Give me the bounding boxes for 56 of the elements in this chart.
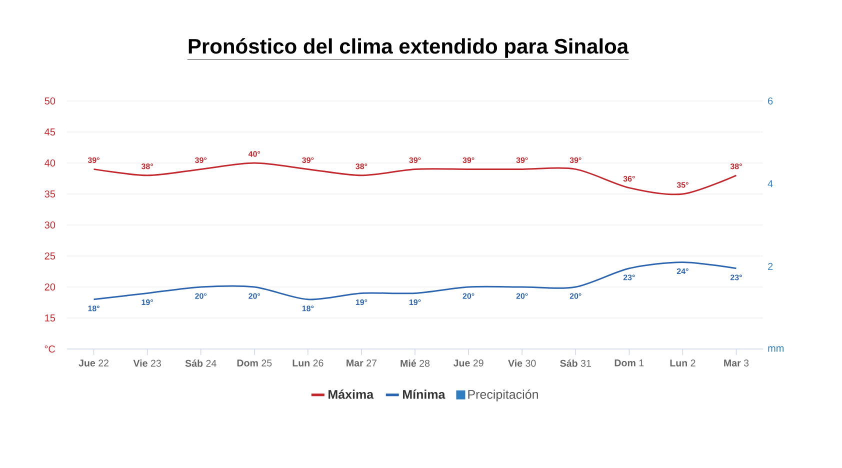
data-label: 38° [356,164,368,170]
x-tick-label: Mar 27 [346,360,376,366]
x-tick-label: Vie 30 [508,360,536,367]
x-tick-label: Vie 23 [133,360,161,367]
x-tick-label: Dom 25 [237,360,272,366]
x-tick-label: Jue 29 [453,360,484,366]
data-label: 39° [302,157,314,163]
y2-tick-label: 6 [768,97,773,105]
y-tick-label: 15 [45,314,56,322]
y-tick-label: 35 [44,190,56,198]
legend-label: Precipitación [468,390,538,402]
data-label: 39° [88,157,100,163]
y2-tick-label: 2 [768,262,773,270]
x-tick-label: Dom 1 [614,360,644,366]
x-tick-label: Mar 3 [724,360,749,366]
data-label: 18° [302,306,314,312]
y-tick-label: 50 [44,97,56,105]
x-tick-label: Sáb 24 [185,360,216,367]
data-label: 20° [195,293,207,299]
data-label: 20° [248,293,260,299]
data-label: 20° [570,293,582,299]
data-label: 39° [409,157,421,163]
data-label: 39° [462,157,474,163]
y2-tick-label: 4 [768,180,773,188]
data-label: 20° [462,293,474,299]
y-tick-label: 20 [44,283,56,291]
data-label: 23° [730,274,742,280]
legend-label: Máxima [328,390,374,399]
legend-label: Mínima [402,390,446,399]
x-tick-label: Sáb 31 [560,360,591,367]
data-label: 35° [676,182,688,188]
data-label: 39° [194,157,207,163]
data-label: 39° [570,157,582,163]
chart-title: Pronóstico del clima extendido para Sinaloa [188,38,629,58]
data-label: 40° [248,151,260,157]
data-label: 38° [141,164,154,170]
y-tick-label: 30 [44,221,56,229]
data-label: 19° [142,299,154,306]
x-tick-label: Lun 2 [670,360,696,366]
data-label: 38° [730,164,742,170]
data-label: 18° [88,306,100,312]
x-tick-label: Mié 28 [400,360,430,367]
x-tick-label: Lun 26 [292,360,324,366]
y2-tick-label: mm [768,346,784,352]
data-label: 36° [623,176,635,182]
x-tick-label: Jue 22 [78,360,109,366]
data-label: 23° [623,274,635,280]
data-label: 19° [356,299,368,306]
data-label: 39° [516,157,528,163]
data-label: 24° [676,268,688,274]
data-label: 19° [409,299,421,306]
y-tick-label: 25 [44,252,56,260]
y-tick-label: °C [44,345,56,353]
data-label: 20° [516,293,528,299]
y-tick-label: 45 [44,128,56,136]
y-tick-label: 40 [44,159,56,167]
